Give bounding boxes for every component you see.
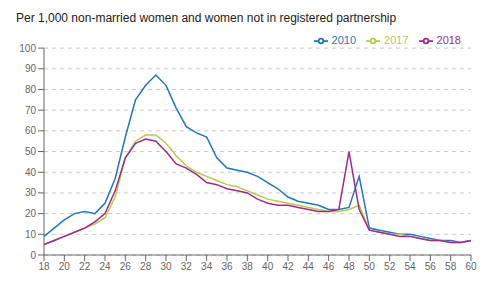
- svg-text:50: 50: [25, 146, 37, 157]
- svg-text:26: 26: [120, 261, 132, 272]
- svg-text:52: 52: [384, 261, 396, 272]
- svg-text:60: 60: [465, 261, 477, 272]
- html-text:Per 1,000 non-married women an: Per 1,000 non-married women and women no…: [16, 11, 397, 25]
- svg-text:10: 10: [25, 229, 37, 240]
- svg-text:0: 0: [30, 250, 36, 261]
- svg-text:24: 24: [99, 261, 111, 272]
- svg-text:58: 58: [445, 261, 457, 272]
- svg-text:70: 70: [25, 105, 37, 116]
- svg-text:36: 36: [221, 261, 233, 272]
- svg-text:20: 20: [25, 208, 37, 219]
- svg-text:46: 46: [323, 261, 335, 272]
- svg-text:50: 50: [364, 261, 376, 272]
- svg-text:42: 42: [282, 261, 294, 272]
- svg-text:18: 18: [38, 261, 50, 272]
- svg-text:40: 40: [25, 167, 37, 178]
- svg-text:22: 22: [79, 261, 91, 272]
- svg-text:80: 80: [25, 84, 37, 95]
- svg-text:56: 56: [425, 261, 437, 272]
- html-text:2017: 2017: [384, 34, 409, 46]
- svg-text:34: 34: [201, 261, 213, 272]
- svg-text:30: 30: [25, 187, 37, 198]
- svg-text:32: 32: [181, 261, 193, 272]
- svg-text:54: 54: [404, 261, 416, 272]
- html-text:2018: 2018: [436, 34, 461, 46]
- svg-text:20: 20: [59, 261, 71, 272]
- svg-text:90: 90: [25, 63, 37, 74]
- svg-text:60: 60: [25, 125, 37, 136]
- svg-text:30: 30: [160, 261, 172, 272]
- svg-text:28: 28: [140, 261, 152, 272]
- svg-text:38: 38: [242, 261, 254, 272]
- html-text:2010: 2010: [331, 34, 356, 46]
- svg-text:40: 40: [262, 261, 274, 272]
- svg-text:100: 100: [19, 43, 36, 54]
- svg-text:48: 48: [343, 261, 355, 272]
- svg-text:44: 44: [303, 261, 315, 272]
